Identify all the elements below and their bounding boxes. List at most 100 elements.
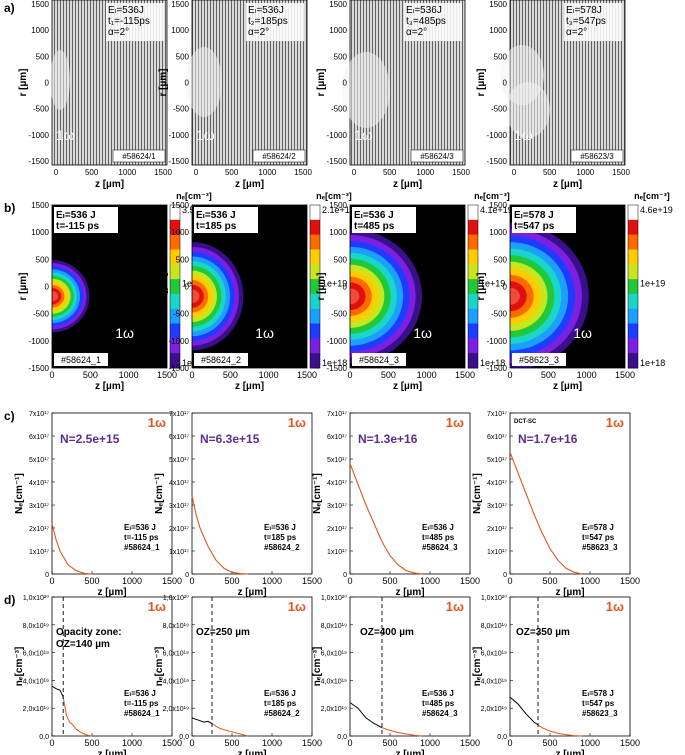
y-tick-label: 0: [185, 572, 189, 579]
plasma-region: [506, 82, 550, 138]
x-tick-label: 0: [347, 370, 352, 380]
x-tick-label: 0: [347, 738, 352, 748]
x-tick-label: 1500: [455, 370, 475, 380]
colorbar-segment: [310, 219, 320, 236]
info-label: t=547 ps: [514, 221, 555, 232]
y-tick-label: -1000: [169, 337, 190, 346]
total-electrons-label: N=1.3e+16: [358, 432, 418, 446]
y-tick-label: 1,0x10²⁰: [23, 594, 49, 602]
total-electrons-label: N=6.3e+15: [200, 432, 260, 446]
y-tick-label: 6x10¹⁷: [169, 434, 190, 441]
colorbar-segment: [468, 205, 478, 221]
y-tick-label: 500: [334, 52, 348, 61]
y-tick-label: -1000: [29, 337, 50, 346]
x-tick-label: 500: [224, 576, 239, 586]
info-label: t=547 ps: [582, 533, 615, 542]
x-tick-label: 0: [189, 738, 194, 748]
x-tick-label: 1500: [297, 370, 317, 380]
y-tick-label: -500: [173, 310, 190, 319]
colorbar-frame: [467, 204, 479, 369]
omega-label: 1ω: [446, 599, 464, 614]
y-tick-label: 0: [45, 572, 49, 579]
y-tick-label: 0: [343, 79, 348, 88]
y-tick-label: 4x10¹⁷: [169, 480, 190, 487]
colorbar-tick-label: 1e+19: [480, 279, 505, 289]
density-map-panel-2: Eₗ=536 Jt=185 ps 1ω #58624_2 2.1e+19 1e+19 1e…: [158, 191, 355, 392]
shot-box: [112, 149, 166, 163]
y-tick-label: 6,0x10¹⁹: [163, 651, 189, 658]
info-label: Eₗ=536 J: [264, 523, 296, 532]
info-label: t₂=185ps: [248, 16, 288, 27]
info-label: #58624_2: [264, 543, 300, 552]
density-curve: [191, 495, 249, 575]
row-label-d: d): [4, 593, 15, 607]
x-tick-label: 0: [49, 738, 54, 748]
y-axis-label: Nₑ[cm⁻¹]: [472, 473, 483, 514]
total-electrons-label: N=2.5e+15: [60, 432, 120, 446]
x-tick-label: 1500: [612, 168, 630, 177]
omega-label: 1ω: [573, 325, 592, 341]
info-label: t=-115 ps: [124, 533, 159, 542]
colorbar-frame: [169, 204, 181, 369]
info-label: #58624_3: [422, 709, 458, 718]
info-box-bg: [404, 3, 462, 41]
omega-label: 1ω: [413, 325, 432, 341]
y-tick-label: 1x10¹⁷: [327, 549, 348, 556]
y-tick-label: 6x10¹⁷: [487, 434, 508, 441]
y-tick-label: 2,0x10¹⁹: [163, 706, 189, 713]
x-tick-label: 1500: [157, 370, 177, 380]
plasma-region: [342, 52, 390, 128]
density-contour-band: [510, 287, 520, 305]
x-tick-label: 500: [223, 370, 238, 380]
row-label-b: b): [4, 201, 15, 215]
y-tick-label: 1000: [489, 228, 507, 237]
colorbar-frame: [627, 204, 639, 369]
y-tick-label: 7x10¹⁷: [327, 411, 348, 418]
y-axis-label: nₑ[cm⁻³]: [154, 647, 165, 687]
x-tick-label: 500: [382, 576, 397, 586]
y-tick-label: 0: [343, 572, 347, 579]
x-axis-label: z [µm]: [555, 587, 584, 598]
density-curve-opaque: [509, 696, 539, 726]
density-map-panel-4: Eₗ=578 Jt=547 ps 1ω #58623_3 4.6e+19 1e+19 1e…: [476, 191, 673, 392]
info-label: t₃=485ps: [406, 16, 446, 27]
y-axis-label: nₑ[cm⁻³]: [14, 647, 25, 687]
density-plume: [510, 222, 589, 368]
colorbar-segment: [170, 308, 180, 325]
x-tick-label: 500: [542, 738, 557, 748]
colorbar-segment: [628, 338, 638, 354]
colorbar-segment: [170, 353, 180, 369]
opacity-zone-label: OZ=250 µm: [196, 627, 250, 638]
y-tick-label: 3x10¹⁷: [29, 503, 50, 510]
colorbar-segment: [468, 264, 478, 280]
omega-label: 1ω: [446, 415, 464, 430]
y-tick-label: 2x10¹⁷: [29, 526, 50, 533]
omega-label: 1ω: [148, 415, 166, 430]
colorbar-segment: [170, 323, 180, 339]
info-label: t=485 ps: [422, 533, 455, 542]
x-axis-label: z [µm]: [97, 749, 126, 755]
y-tick-label: -1000: [29, 131, 50, 140]
colorbar-segment: [468, 249, 478, 265]
y-tick-label: -1500: [29, 364, 50, 373]
y-tick-label: 2x10¹⁷: [487, 526, 508, 533]
opacity-zone-label: Opacity zone:: [56, 627, 122, 638]
colorbar-segment: [310, 293, 320, 310]
x-tick-label: 1000: [119, 370, 139, 380]
plot-frame: [509, 596, 631, 737]
info-label: α=2°: [406, 27, 427, 38]
x-tick-label: 500: [543, 168, 557, 177]
y-tick-label: -1500: [327, 157, 348, 166]
x-tick-label: 500: [541, 370, 556, 380]
colorbar-title: nₑ[cm⁻³]: [634, 191, 670, 201]
density-curve-opaque: [51, 685, 64, 698]
y-axis-label: r [µm]: [18, 273, 29, 301]
info-label: α=2°: [248, 27, 269, 38]
y-tick-label: 4,0x10¹⁹: [321, 678, 347, 685]
y-tick-label: 500: [176, 255, 190, 264]
y-tick-label: 1000: [489, 26, 507, 35]
colorbar-segment: [628, 234, 638, 250]
x-tick-label: 500: [84, 576, 99, 586]
info-label: Eₗ=536 J: [56, 210, 96, 221]
colorbar-segment: [628, 205, 638, 221]
